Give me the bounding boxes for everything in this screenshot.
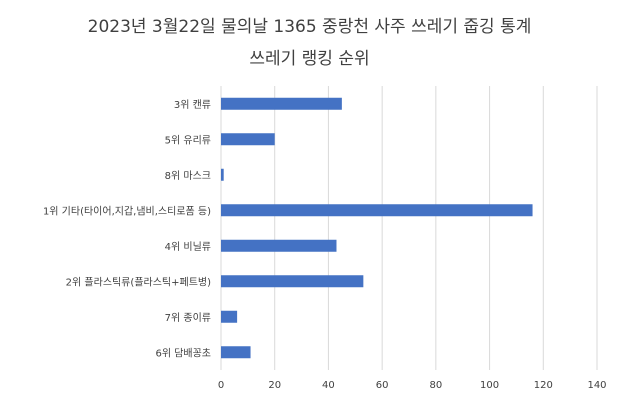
category-labels: 3위 캔류 5위 유리류 8위 마스크 1위 기타(타이어,지갑,냄비,스티로폼 등)…	[43, 98, 211, 360]
bar	[221, 239, 337, 252]
x-tick-label: 100	[480, 380, 499, 391]
bar	[221, 346, 251, 359]
chart-subtitle: 쓰레기 랭킹 순위	[249, 49, 370, 69]
bar	[221, 310, 238, 323]
category-label: 2위 플라스틱류(플라스틱+페트병)	[66, 275, 211, 288]
x-tick-label: 80	[429, 380, 442, 391]
x-tick-label: 140	[587, 380, 606, 391]
bar	[221, 168, 224, 181]
category-label: 1위 기타(타이어,지갑,냄비,스티로폼 등)	[43, 204, 211, 217]
x-tick-labels: 0 20 40 60 80 100 120 140	[218, 380, 607, 391]
category-label: 6위 담배꽁초	[155, 346, 211, 359]
category-label: 7위 종이류	[165, 311, 211, 324]
chart-title: 2023년 3월22일 물의날 1365 중랑천 사주 쓰레기 줍깅 통계	[87, 17, 532, 37]
bar	[221, 204, 533, 217]
bar	[221, 133, 275, 146]
x-tick-label: 0	[218, 380, 224, 391]
x-tick-label: 120	[534, 380, 553, 391]
category-label: 8위 마스크	[165, 169, 211, 182]
bars	[221, 97, 533, 359]
x-tick-label: 40	[322, 380, 335, 391]
bar	[221, 275, 364, 288]
category-label: 4위 비닐류	[165, 240, 211, 253]
category-label: 3위 캔류	[174, 98, 211, 111]
bar	[221, 97, 342, 110]
gridlines	[220, 86, 598, 370]
x-tick-label: 60	[376, 380, 389, 391]
x-tick-label: 20	[268, 380, 281, 391]
category-label: 5위 유리류	[165, 133, 211, 146]
